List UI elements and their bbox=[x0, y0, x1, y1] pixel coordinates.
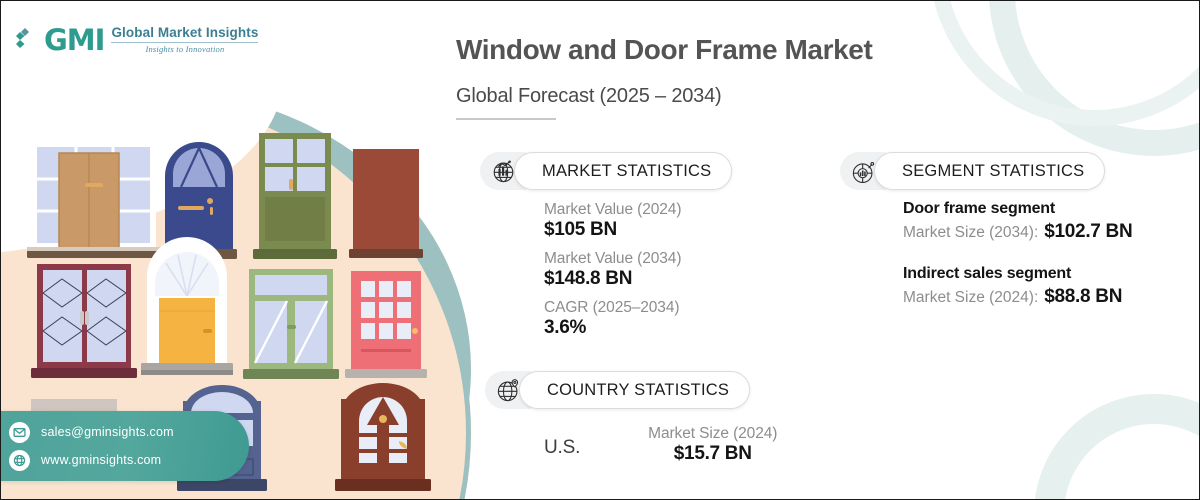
market-stat-item: CAGR (2025–2034) 3.6% bbox=[544, 299, 681, 339]
brand-name: Global Market Insights bbox=[111, 24, 259, 40]
envelope-icon bbox=[9, 421, 30, 443]
country-statistics-label: COUNTRY STATISTICS bbox=[519, 371, 751, 409]
gmi-logo-mark-icon bbox=[15, 25, 37, 55]
contact-email: sales@gminsights.com bbox=[41, 425, 174, 439]
market-stat-label: Market Value (2024) bbox=[544, 201, 682, 218]
page-subtitle: Global Forecast (2025 – 2034) bbox=[456, 85, 722, 107]
door-dark-brown-arched bbox=[335, 383, 431, 491]
logo-divider bbox=[111, 42, 259, 44]
door-brown-partial bbox=[349, 149, 423, 258]
segment-stat-item: Indirect sales segment Market Size (2024… bbox=[903, 265, 1132, 308]
contact-website: www.gminsights.com bbox=[41, 453, 162, 467]
market-statistics-label: MARKET STATISTICS bbox=[514, 152, 733, 190]
country-statistics-block: U.S. Market Size (2024) $15.7 BN bbox=[544, 425, 777, 465]
market-stat-value: $105 BN bbox=[544, 219, 617, 240]
segment-heading: Indirect sales segment bbox=[903, 265, 1072, 282]
market-stat-value: $148.8 BN bbox=[544, 268, 633, 289]
segment-label: Market Size (2034): bbox=[903, 224, 1039, 241]
segment-statistics-label: SEGMENT STATISTICS bbox=[874, 152, 1106, 190]
door-maroon-double bbox=[31, 264, 137, 378]
segment-value: $102.7 BN bbox=[1044, 221, 1133, 242]
door-coral-grid bbox=[345, 271, 427, 378]
door-wooden-sliding bbox=[27, 141, 161, 258]
door-yellow-arched bbox=[141, 237, 233, 375]
market-stat-label: CAGR (2025–2034) bbox=[544, 299, 680, 316]
segment-value: $88.8 BN bbox=[1044, 286, 1123, 307]
door-sage-french bbox=[243, 269, 339, 379]
market-statistics-badge: MARKET STATISTICS bbox=[480, 152, 733, 190]
illustration-panel: sales@gminsights.com www.gminsights.com bbox=[1, 1, 481, 499]
decorative-arc-bottom-right bbox=[1034, 394, 1199, 499]
contact-email-row[interactable]: sales@gminsights.com bbox=[9, 421, 249, 443]
page-title: Window and Door Frame Market bbox=[456, 34, 873, 65]
country-stat-label: Market Size (2024) bbox=[648, 425, 778, 442]
segment-stat-item: Door frame segment Market Size (2034): $… bbox=[903, 200, 1133, 243]
door-olive-green bbox=[253, 133, 337, 259]
market-stat-item: Market Value (2024) $105 BN bbox=[544, 201, 681, 241]
gmi-logo-text: Global Market Insights Insights to Innov… bbox=[111, 24, 259, 55]
segment-statistics-list: Door frame segment Market Size (2034): $… bbox=[903, 200, 1133, 308]
country-stat-value: $15.7 BN bbox=[673, 443, 752, 464]
market-stat-item: Market Value (2034) $148.8 BN bbox=[544, 250, 681, 290]
gmi-abbreviation: GMI bbox=[44, 22, 105, 57]
market-statistics-list: Market Value (2024) $105 BN Market Value… bbox=[544, 201, 681, 339]
segment-statistics-badge: SEGMENT STATISTICS bbox=[840, 152, 1106, 190]
contact-banner: sales@gminsights.com www.gminsights.com bbox=[1, 411, 249, 481]
country-name: U.S. bbox=[544, 437, 581, 458]
brand-tagline: Insights to Innovation bbox=[145, 44, 225, 55]
segment-label: Market Size (2024): bbox=[903, 289, 1039, 306]
market-stat-label: Market Value (2034) bbox=[544, 250, 682, 267]
segment-heading: Door frame segment bbox=[903, 200, 1055, 217]
title-divider bbox=[456, 118, 556, 120]
gmi-logo[interactable]: GMI Global Market Insights Insights to I… bbox=[15, 22, 259, 57]
market-stat-value: 3.6% bbox=[544, 317, 587, 338]
globe-icon bbox=[9, 449, 30, 471]
country-figure: Market Size (2024) $15.7 BN bbox=[648, 425, 777, 465]
contact-website-row[interactable]: www.gminsights.com bbox=[9, 449, 249, 471]
decorative-arc-top-right-1 bbox=[989, 1, 1199, 156]
country-statistics-badge: COUNTRY STATISTICS bbox=[485, 371, 751, 409]
